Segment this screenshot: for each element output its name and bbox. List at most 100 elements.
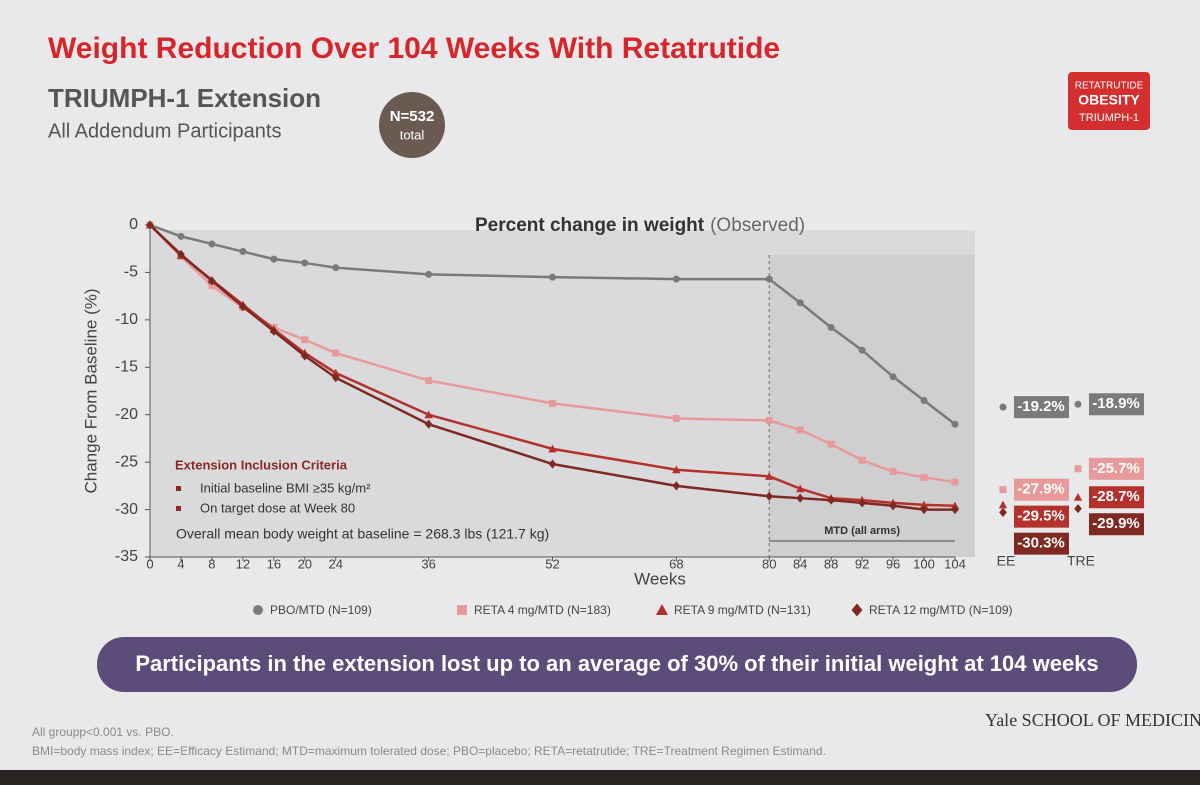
slide-title: Weight Reduction Over 104 Weeks With Ret…	[48, 32, 780, 65]
value-label: -29.5%	[1017, 508, 1065, 525]
legend-label: RETA 12 mg/MTD (N=109)	[869, 603, 1012, 617]
marker	[796, 299, 804, 307]
banner-text: Participants in the extension lost up to…	[135, 651, 1098, 676]
marker	[858, 456, 866, 464]
x-tick-label: 16	[267, 556, 281, 571]
marker	[1074, 504, 1082, 514]
value-label: -25.7%	[1092, 460, 1140, 477]
value-label-box	[1014, 532, 1069, 555]
marker	[999, 403, 1007, 411]
marker	[951, 505, 959, 515]
value-label-box	[1014, 396, 1069, 419]
marker	[424, 419, 433, 429]
value-label: -27.9%	[1017, 481, 1065, 498]
marker	[796, 426, 804, 434]
marker	[1074, 400, 1082, 408]
value-label: -19.2%	[1017, 398, 1065, 415]
estimand-label: TRE	[1067, 553, 1095, 569]
marker	[858, 346, 866, 354]
x-tick-label: 84	[793, 556, 807, 571]
chart-title: Percent change in weight (Observed)	[475, 215, 805, 236]
marker	[889, 373, 897, 381]
x-axis-label: Weeks	[634, 569, 686, 588]
x-tick-label: 100	[913, 556, 935, 571]
marker	[827, 495, 836, 505]
marker	[549, 273, 556, 281]
x-tick-label: 36	[421, 556, 435, 571]
criteria-item: Initial baseline BMI ≥35 kg/m²	[200, 480, 371, 495]
marker	[1074, 465, 1082, 473]
marker	[457, 605, 467, 615]
criteria-item: On target dose at Week 80	[200, 500, 355, 515]
x-tick-label: 20	[298, 556, 312, 571]
value-label-box	[1014, 505, 1069, 528]
marker	[920, 473, 928, 481]
marker	[425, 270, 433, 278]
marker	[920, 396, 928, 404]
marker	[177, 232, 185, 240]
marker	[301, 336, 309, 344]
marker	[827, 323, 835, 331]
marker	[765, 275, 773, 283]
marker	[332, 264, 340, 272]
value-label: -28.7%	[1092, 488, 1140, 505]
tag-line: OBESITY	[1078, 92, 1140, 108]
x-tick-label: 96	[886, 556, 900, 571]
marker	[1073, 493, 1083, 501]
x-tick-label: 88	[824, 556, 838, 571]
marker	[239, 248, 247, 256]
marker	[672, 465, 681, 474]
value-label: -18.9%	[1092, 395, 1140, 412]
marker	[920, 505, 928, 515]
x-tick-label: 4	[177, 556, 184, 571]
marker	[208, 276, 216, 286]
marker	[549, 399, 556, 407]
y-tick-label: -30	[115, 501, 138, 518]
x-tick-label: 92	[855, 556, 869, 571]
y-tick-label: -10	[115, 311, 138, 328]
x-tick-label: 68	[669, 556, 683, 571]
marker	[548, 444, 557, 453]
x-tick-label: 0	[146, 556, 153, 571]
value-label-box	[1089, 513, 1144, 536]
marker	[998, 500, 1008, 509]
n-badge	[379, 92, 445, 158]
marker	[889, 468, 897, 476]
marker	[331, 368, 340, 377]
bullet	[176, 506, 181, 511]
marker	[253, 605, 263, 615]
n-badge-value: N=532	[390, 108, 435, 125]
estimand-label: EE	[997, 553, 1016, 569]
marker	[425, 377, 433, 385]
marker	[827, 440, 835, 448]
marker	[177, 249, 185, 259]
marker	[999, 507, 1007, 517]
y-tick-label: -35	[115, 548, 138, 565]
marker	[889, 501, 897, 511]
marker	[269, 326, 278, 336]
x-tick-label: 12	[236, 556, 250, 571]
marker	[851, 603, 863, 617]
x-tick-label: 8	[208, 556, 215, 571]
marker	[424, 410, 433, 419]
x-tick-label: 104	[944, 556, 966, 571]
bullet	[176, 486, 181, 491]
marker	[656, 604, 668, 615]
legend-label: PBO/MTD (N=109)	[270, 603, 372, 617]
population: All Addendum Participants	[48, 120, 281, 142]
marker	[332, 349, 340, 357]
value-label: -30.3%	[1017, 535, 1065, 552]
marker	[795, 484, 805, 493]
tag-line: TRIUMPH-1	[1079, 112, 1139, 124]
marker	[919, 500, 929, 509]
logo: Yale SCHOOL OF MEDICINE	[985, 710, 1200, 730]
marker	[300, 351, 309, 361]
legend-label: RETA 9 mg/MTD (N=131)	[674, 603, 811, 617]
marker	[765, 491, 774, 501]
footnote: All groupp<0.001 vs. PBO.	[32, 725, 174, 739]
marker	[331, 373, 340, 383]
marker	[270, 255, 278, 263]
criteria-baseline: Overall mean body weight at baseline = 2…	[176, 526, 549, 542]
